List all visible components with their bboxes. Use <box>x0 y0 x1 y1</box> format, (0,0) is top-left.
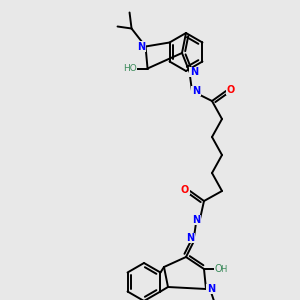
Text: HO: HO <box>123 64 136 73</box>
Text: N: N <box>190 67 198 77</box>
Text: O: O <box>227 85 235 95</box>
Text: N: N <box>137 41 146 52</box>
Text: O: O <box>214 264 222 274</box>
Text: N: N <box>192 86 200 96</box>
Text: H: H <box>220 265 226 274</box>
Text: N: N <box>186 233 194 243</box>
Text: O: O <box>181 185 189 195</box>
Text: N: N <box>207 284 215 294</box>
Text: N: N <box>192 215 200 225</box>
